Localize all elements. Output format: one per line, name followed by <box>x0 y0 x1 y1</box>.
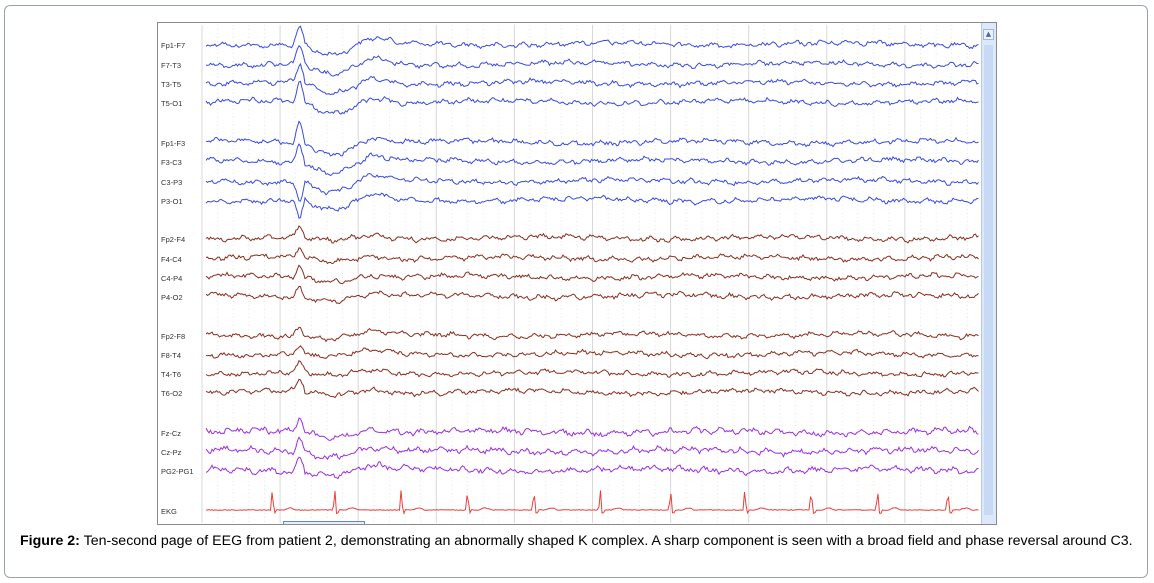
channel-label: Fp1-F7 <box>161 41 185 50</box>
channel-label: PG2-PG1 <box>161 467 194 476</box>
eeg-trace <box>205 80 979 115</box>
figure-caption: Figure 2: Ten-second page of EEG from pa… <box>20 533 1138 550</box>
eeg-viewer: Fp1-F7 F7-T3 T3-T5 T5-O1 Fp1-F3 F3-C3 C3-P3 P3-… <box>157 22 997 525</box>
channel-label: Fp2-F4 <box>161 235 185 244</box>
scroll-up-icon[interactable]: ▲ <box>983 29 994 40</box>
eeg-trace <box>205 247 979 265</box>
eeg-trace <box>205 378 979 399</box>
channel-label: Cz-Pz <box>161 448 182 457</box>
eeg-trace <box>205 172 979 202</box>
eeg-trace <box>205 120 979 157</box>
channel-label: C3-P3 <box>161 178 182 187</box>
eeg-trace <box>206 490 979 515</box>
caption-text: Ten-second page of EEG from patient 2, d… <box>79 533 1133 549</box>
eeg-trace <box>205 192 979 219</box>
eeg-trace <box>205 143 979 177</box>
eeg-trace <box>205 417 979 441</box>
channel-label: T6-O2 <box>161 389 182 398</box>
eeg-trace <box>205 25 979 56</box>
figure-label: Figure 2: <box>20 533 80 549</box>
channel-label: Fz-Cz <box>161 429 181 438</box>
channel-label: F4-C4 <box>161 255 182 264</box>
channel-label: T5-O1 <box>161 99 182 108</box>
vertical-scrollbar[interactable]: ▲ <box>981 23 996 524</box>
eeg-trace <box>205 62 979 96</box>
channel-label: Fp1-F3 <box>161 139 185 148</box>
eeg-trace <box>205 264 979 285</box>
scroll-thumb[interactable] <box>984 45 993 515</box>
channel-label: Fp2-F8 <box>161 332 185 341</box>
eeg-trace <box>205 45 979 77</box>
eeg-trace <box>205 345 979 360</box>
channel-label: F3-C3 <box>161 158 182 167</box>
eeg-trace <box>205 326 979 343</box>
channel-label: F8-T4 <box>161 351 181 360</box>
eeg-trace <box>205 456 979 480</box>
eeg-trace <box>205 436 979 461</box>
channel-label: EKG <box>161 507 177 516</box>
time-slider[interactable] <box>283 521 365 524</box>
eeg-trace <box>205 285 979 305</box>
channel-label: P4-O2 <box>161 293 183 302</box>
channel-label: P3-O1 <box>161 197 183 206</box>
eeg-trace <box>205 359 979 378</box>
eeg-chart: Fp1-F7 F7-T3 T3-T5 T5-O1 Fp1-F3 F3-C3 C3-P3 P3-… <box>161 25 984 523</box>
channel-label: T3-T5 <box>161 80 181 89</box>
channel-label: F7-T3 <box>161 61 181 70</box>
eeg-trace <box>205 225 979 244</box>
channel-label: C4-P4 <box>161 274 182 283</box>
channel-label: T4-T6 <box>161 370 181 379</box>
